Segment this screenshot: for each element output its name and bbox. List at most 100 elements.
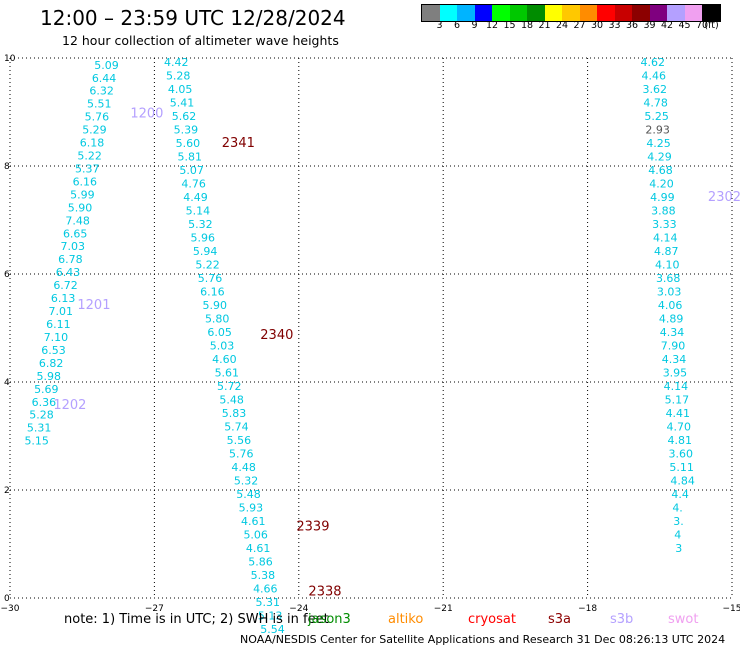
wave-height-value: 3.33 <box>652 218 677 231</box>
wave-height-value: 3.68 <box>656 272 681 285</box>
wave-height-value: 4.05 <box>168 83 193 96</box>
wave-height-value: 6.65 <box>63 227 88 240</box>
wave-height-value: 5.61 <box>215 367 240 380</box>
wave-height-value: 5.99 <box>70 188 95 201</box>
wave-height-value: 5.31 <box>255 596 279 609</box>
wave-height-value: 4.61 <box>241 515 265 528</box>
y-tick-label: 10 <box>4 54 16 64</box>
x-tick-label: −15 <box>723 604 740 614</box>
wave-height-value: 6.78 <box>58 253 82 266</box>
wave-height-value: 6.36 <box>32 396 57 409</box>
wave-height-value: 5.86 <box>248 556 273 569</box>
wave-height-value: 4.89 <box>659 313 684 326</box>
wave-height-value: 5.32 <box>234 475 259 488</box>
wave-height-value: 6.32 <box>89 85 114 98</box>
wave-height-value: 6.11 <box>46 318 71 331</box>
wave-height-value: 6.53 <box>41 344 66 357</box>
wave-height-value: 4.14 <box>664 380 689 393</box>
wave-height-value: 4.66 <box>253 583 278 596</box>
footer-note: note: 1) Time is in UTC; 2) SWH is in fe… <box>64 612 329 627</box>
wave-height-value: 5.48 <box>219 394 244 407</box>
wave-height-value: 3.03 <box>657 286 682 299</box>
scale-swatch <box>439 5 457 21</box>
scale-label: 18 <box>520 20 534 31</box>
scale-label: 24 <box>555 20 569 31</box>
scale-swatch <box>457 5 475 21</box>
wave-height-value: 4.76 <box>181 178 206 191</box>
wave-height-value: 6.05 <box>207 326 232 339</box>
wave-height-value: 7.90 <box>661 340 686 353</box>
scale-swatch <box>632 5 650 21</box>
wave-height-value: 5.28 <box>29 409 54 422</box>
scale-label: 39 <box>643 20 656 31</box>
scale-label: 30 <box>590 20 604 31</box>
wave-height-value: 6.72 <box>53 279 78 292</box>
wave-height-value: 5.07 <box>179 164 204 177</box>
wave-height-value: 5.38 <box>251 569 276 582</box>
wave-height-value: 5.98 <box>36 370 61 383</box>
wave-height-value: 4.81 <box>668 434 693 447</box>
wave-height-value: 6.18 <box>80 137 105 150</box>
x-tick-label: −21 <box>434 604 453 614</box>
wave-height-value: 6.44 <box>92 72 117 85</box>
scale-swatch <box>527 5 545 21</box>
track-time-label: 1201 <box>77 298 110 313</box>
scale-label: 15 <box>503 20 516 31</box>
wave-height-value: 3 <box>675 542 682 555</box>
wave-height-value: 5.39 <box>174 124 199 137</box>
wave-height-value: 5.29 <box>82 124 107 137</box>
wave-height-value: 4.46 <box>642 70 667 83</box>
wave-height-value: 4.25 <box>646 137 671 150</box>
wave-height-value: 4.41 <box>666 407 691 420</box>
y-tick-label: 4 <box>4 378 10 388</box>
wave-height-value: 4.62 <box>641 56 666 69</box>
page-subtitle: 12 hour collection of altimeter wave hei… <box>62 33 339 48</box>
wave-height-value: 5.90 <box>203 299 228 312</box>
wave-height-value: 3.95 <box>663 367 688 380</box>
x-tick-label: −18 <box>578 604 597 614</box>
wave-height-value: 3.60 <box>668 448 693 461</box>
wave-height-value: 5.25 <box>644 110 669 123</box>
wave-height-value: 5.06 <box>243 529 267 542</box>
wave-height-value: 5.93 <box>239 502 264 515</box>
scale-label: 12 <box>485 20 499 31</box>
scale-label: 21 <box>538 20 551 31</box>
wave-height-value: 4.4 <box>671 488 689 501</box>
wave-height-value: 7.01 <box>49 305 74 318</box>
wave-height-value: 5.54 <box>260 623 285 636</box>
scale-label: 3 <box>436 20 443 31</box>
wave-height-value: 5.74 <box>224 421 249 434</box>
wave-height-value: 5.03 <box>210 340 235 353</box>
wave-height-value: 5.48 <box>236 488 261 501</box>
wave-height-value: 5.56 <box>227 434 252 447</box>
scale-swatch <box>422 5 440 21</box>
wave-height-value: 5.11 <box>669 461 694 474</box>
y-tick-label: 2 <box>4 486 10 496</box>
legend-item-jason3: jason3 <box>308 612 351 627</box>
legend-item-s3a: s3a <box>548 612 572 627</box>
wave-height-value: 5.83 <box>222 407 247 420</box>
footer-credit: NOAA/NESDIS Center for Satellite Applica… <box>240 633 726 646</box>
scale-swatch <box>667 5 685 21</box>
legend-item-s3b: s3b <box>610 612 634 627</box>
scale-swatch <box>684 5 702 21</box>
track-time-label: 1200 <box>130 106 163 121</box>
wave-height-value: 4.49 <box>183 191 208 204</box>
wave-height-value: 6.16 <box>73 175 98 188</box>
x-tick-label: −24 <box>289 604 308 614</box>
legend-item-cryosat: cryosat <box>468 612 516 627</box>
wave-height-value: 4.60 <box>212 353 237 366</box>
wave-height-value: 4.61 <box>246 542 271 555</box>
scale-swatch <box>544 5 562 21</box>
wave-height-value: 4.14 <box>653 232 678 245</box>
wave-height-value: 4.06 <box>658 299 683 312</box>
wave-height-value: 6.43 <box>56 266 81 279</box>
scale-swatch <box>579 5 597 21</box>
scale-label: 27 <box>573 20 586 31</box>
y-tick-label: 0 <box>4 594 10 604</box>
wave-height-value: 4.34 <box>660 326 685 339</box>
scale-label: 45 <box>678 20 691 31</box>
y-tick-label: 8 <box>4 162 10 172</box>
scale-unit: (ft) <box>704 20 719 31</box>
